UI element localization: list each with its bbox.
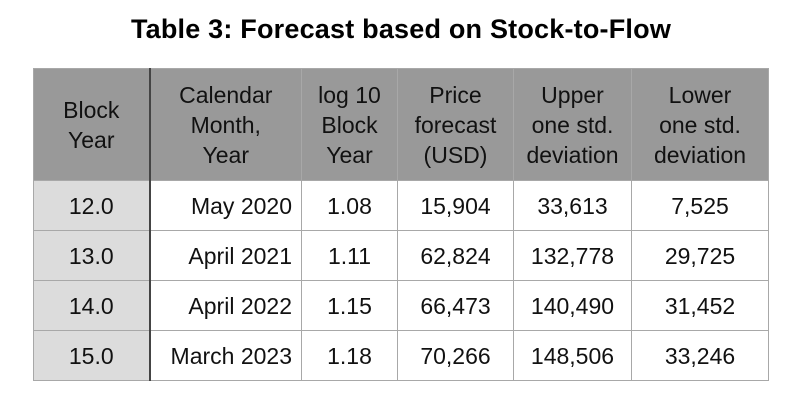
lower-deviation-cell: 33,246 <box>631 330 769 381</box>
upper-deviation-cell: 148,506 <box>513 330 632 381</box>
table-title: Table 3: Forecast based on Stock-to-Flow <box>130 14 672 44</box>
log10-cell: 1.15 <box>301 280 398 331</box>
header-price-forecast: Price forecast (USD) <box>397 68 514 181</box>
header-log10-block-year: log 10 Block Year <box>301 68 398 181</box>
log10-cell: 1.18 <box>301 330 398 381</box>
price-forecast-cell: 15,904 <box>397 180 514 231</box>
header-block-year: Block Year <box>33 68 151 181</box>
calendar-date-cell: April 2022 <box>149 280 302 331</box>
header-lower-std-deviation: Lower one std. deviation <box>631 68 769 181</box>
calendar-date-cell: May 2020 <box>149 180 302 231</box>
block-year-cell: 14.0 <box>33 280 151 331</box>
log10-cell: 1.11 <box>301 230 398 281</box>
table-row: 13.0 April 2021 1.11 62,824 132,778 29,7… <box>33 230 769 281</box>
header-upper-std-deviation: Upper one std. deviation <box>513 68 632 181</box>
upper-deviation-cell: 132,778 <box>513 230 632 281</box>
header-row: Block Year Calendar Month, Year log 10 B… <box>33 68 769 181</box>
block-year-cell: 15.0 <box>33 330 151 381</box>
price-forecast-cell: 70,266 <box>397 330 514 381</box>
lower-deviation-cell: 29,725 <box>631 230 769 281</box>
lower-deviation-cell: 7,525 <box>631 180 769 231</box>
upper-deviation-cell: 140,490 <box>513 280 632 331</box>
forecast-table: Block Year Calendar Month, Year log 10 B… <box>33 68 769 381</box>
upper-deviation-cell: 33,613 <box>513 180 632 231</box>
header-calendar-month-year: Calendar Month, Year <box>149 68 302 181</box>
lower-deviation-cell: 31,452 <box>631 280 769 331</box>
block-year-cell: 12.0 <box>33 180 151 231</box>
block-year-cell: 13.0 <box>33 230 151 281</box>
table-row: 15.0 March 2023 1.18 70,266 148,506 33,2… <box>33 330 769 381</box>
table-row: 14.0 April 2022 1.15 66,473 140,490 31,4… <box>33 280 769 331</box>
log10-cell: 1.08 <box>301 180 398 231</box>
price-forecast-cell: 62,824 <box>397 230 514 281</box>
table-row: 12.0 May 2020 1.08 15,904 33,613 7,525 <box>33 180 769 231</box>
price-forecast-cell: 66,473 <box>397 280 514 331</box>
calendar-date-cell: April 2021 <box>149 230 302 281</box>
calendar-date-cell: March 2023 <box>149 330 302 381</box>
